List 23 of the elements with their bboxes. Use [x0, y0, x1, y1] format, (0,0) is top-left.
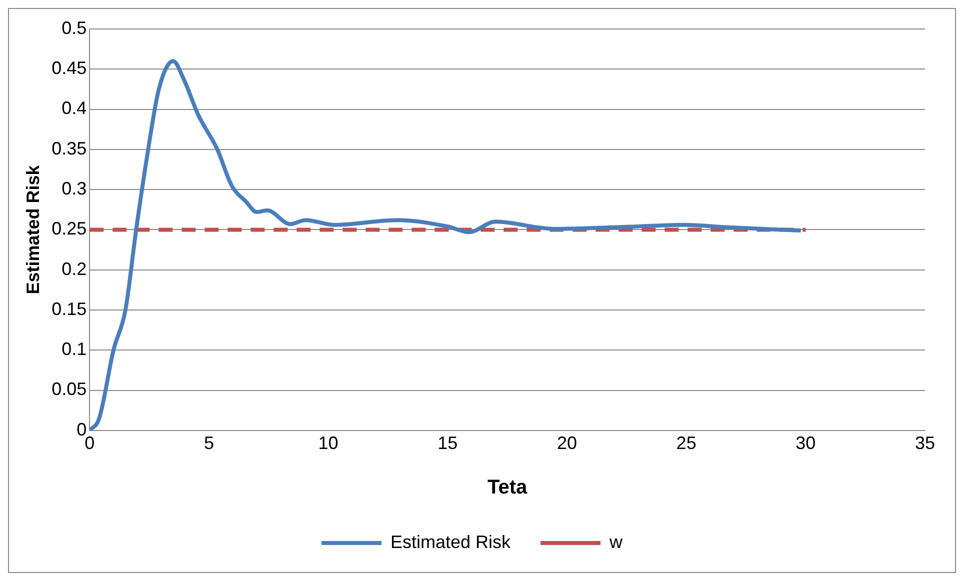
line-series — [90, 59, 803, 430]
y-tick-label: 0.5 — [62, 18, 87, 38]
y-tick-label: 0.35 — [52, 138, 87, 158]
x-tick-label: 35 — [914, 433, 936, 454]
y-tick-label: 0.1 — [62, 339, 87, 360]
legend-label: Estimated Risk — [390, 532, 512, 552]
x-tick-label: 10 — [318, 433, 338, 454]
y-tick-label: 0.2 — [62, 258, 87, 279]
y-tick-label: 0.15 — [52, 298, 87, 319]
y-tick-label: 0.25 — [52, 218, 87, 239]
x-tick-label: 30 — [796, 433, 816, 454]
x-tick-label: 20 — [556, 433, 577, 454]
x-axis-title: Teta — [487, 476, 528, 499]
legend-label: w — [608, 532, 624, 552]
x-tick-label: 25 — [676, 433, 696, 454]
y-tick-label: 0.3 — [62, 178, 87, 199]
y-tick-label: 0.05 — [52, 379, 87, 400]
y-tick-label: 0.45 — [52, 58, 87, 78]
y-axis-title: Estimated Risk — [22, 164, 43, 294]
y-tick-label: 0 — [76, 419, 87, 440]
x-tick-label: 15 — [438, 433, 458, 454]
y-tick-label: 0.4 — [62, 98, 87, 118]
x-tick-label: 5 — [204, 433, 214, 454]
